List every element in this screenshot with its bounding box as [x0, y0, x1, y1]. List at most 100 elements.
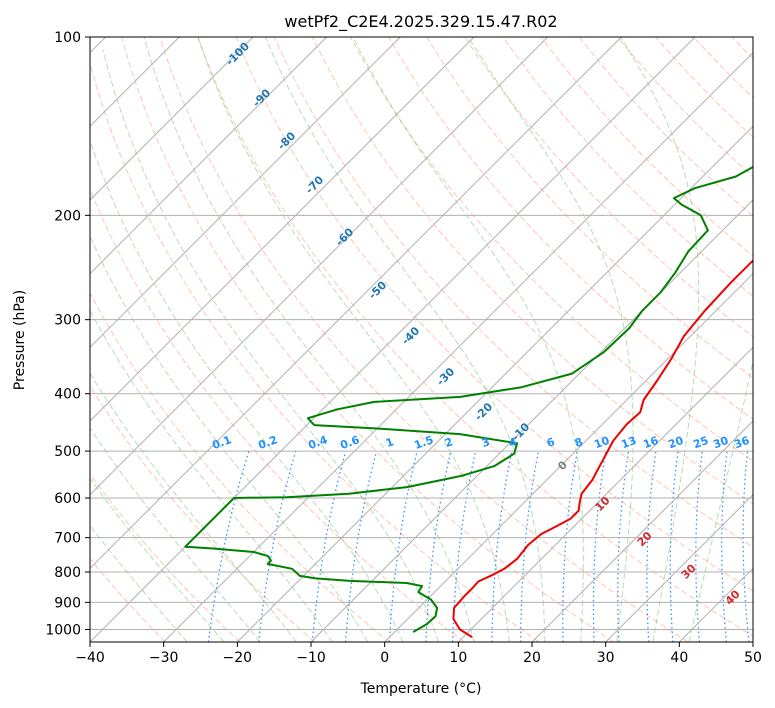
mixing-ratio-line — [721, 451, 728, 642]
isotherm-gridline — [310, 199, 753, 642]
mixing-ratio-label: 16 — [641, 434, 660, 452]
mixing-ratio-label: 1.5 — [412, 433, 435, 452]
dry-adiabat — [311, 37, 753, 505]
y-tick-label: 100 — [54, 30, 81, 46]
x-tick-label: −20 — [223, 650, 253, 666]
isotherm-gridline — [90, 37, 549, 496]
mixing-ratio-label: 0.2 — [256, 433, 279, 452]
dry-adiabat — [464, 37, 753, 338]
mixing-ratio-line — [562, 450, 578, 642]
mixing-ratio-line — [344, 450, 378, 642]
isotherm-gridline — [605, 493, 753, 642]
y-tick-label: 500 — [54, 444, 81, 460]
dry-adiabat — [502, 37, 753, 297]
x-tick-label: −10 — [296, 650, 326, 666]
isotherm-gridline — [163, 51, 753, 642]
y-tick-label: 800 — [54, 565, 81, 581]
mixing-ratio-label: 13 — [619, 434, 638, 451]
x-tick-label: 20 — [523, 650, 541, 666]
mixing-ratio-label: 1 — [384, 435, 396, 450]
y-axis: 100 200 300 400 500 600 700 800 900 1000 — [45, 30, 90, 638]
mixing-ratio-label: 25 — [691, 434, 710, 451]
dry-adiabat — [350, 37, 753, 462]
mixing-ratio-label: 4 — [507, 435, 519, 450]
plot-frame — [89, 36, 754, 643]
grid-lines — [90, 37, 753, 642]
x-axis: −40 −30 −20 −10 0 10 20 30 40 50 — [75, 642, 762, 666]
dewpoint-profile — [184, 165, 753, 633]
mixing-ratio-label: 20 — [666, 434, 685, 452]
x-tick-label: 0 — [380, 650, 389, 666]
y-tick-label: 400 — [54, 387, 81, 403]
x-axis-title: Temperature (°C) — [360, 681, 482, 697]
isotherm-gridline — [90, 37, 254, 201]
moist-adiabat — [90, 138, 404, 642]
y-tick-label: 200 — [54, 208, 81, 224]
dry-adiabat — [90, 188, 465, 642]
isotherm-gridline — [90, 37, 328, 275]
mixing-ratio-label: 36 — [732, 434, 751, 452]
mixing-ratio-line — [425, 450, 452, 642]
temperature-profile — [452, 259, 753, 638]
mixing-ratio-line — [669, 451, 679, 642]
mixing-ratio-label: 2 — [443, 435, 455, 450]
dry-adiabat — [235, 37, 753, 592]
dry-adiabat — [273, 37, 753, 548]
dry-adiabat — [388, 37, 753, 420]
mixing-ratio-line — [646, 451, 657, 642]
isotherm-gridline — [90, 37, 401, 349]
y-tick-label: 1000 — [45, 622, 81, 638]
mixing-ratio-line — [592, 451, 607, 642]
mixing-ratio-label: 10 — [592, 434, 611, 452]
mixing-ratio-line — [207, 450, 250, 642]
dry-adiabat — [159, 37, 689, 642]
dry-adiabat — [90, 473, 241, 642]
mixing-ratio-label: 30 — [711, 434, 730, 452]
x-tick-label: 50 — [744, 650, 762, 666]
isotherm-gridline — [90, 37, 622, 570]
mixing-ratio-line — [520, 450, 540, 642]
moist-adiabat — [90, 524, 188, 642]
x-tick-label: 40 — [670, 650, 688, 666]
y-tick-label: 700 — [54, 531, 81, 547]
moist-adiabat — [197, 37, 510, 642]
moist-adiabat — [90, 477, 225, 642]
x-tick-label: 10 — [449, 650, 467, 666]
mixing-ratio-label: 6 — [545, 435, 557, 450]
y-tick-label: 300 — [54, 313, 81, 329]
moist-adiabat — [265, 37, 546, 642]
moist-adiabat — [90, 427, 261, 642]
mixing-ratio-line — [491, 450, 513, 642]
moist-adiabat — [143, 37, 475, 642]
y-tick-label: 900 — [54, 595, 81, 611]
moist-adiabat — [102, 49, 439, 642]
y-tick-label: 600 — [54, 491, 81, 507]
moist-adiabat — [688, 358, 753, 642]
profiles — [184, 165, 753, 638]
dry-adiabat — [121, 37, 614, 642]
mixing-ratio-label: 3 — [480, 435, 492, 450]
x-tick-label: −40 — [75, 650, 105, 666]
mixing-ratio-line — [742, 451, 750, 642]
isotherm-gridline — [531, 420, 753, 642]
x-tick-label: −30 — [149, 650, 179, 666]
isotherm-gridline — [384, 272, 753, 642]
mixing-ratio-line — [388, 450, 418, 642]
dry-adiabat — [90, 61, 540, 642]
mixing-ratio-line — [617, 451, 630, 642]
chart-title: wetPf2_C2E4.2025.329.15.47.R02 — [284, 12, 557, 32]
moist-adiabat — [619, 37, 700, 642]
mixing-ratio-label: 0.4 — [306, 433, 329, 452]
dry-adiabat — [90, 291, 390, 642]
isotherm-gridline — [457, 346, 753, 642]
y-axis-title: Pressure (hPa) — [12, 290, 28, 390]
moist-adiabat — [90, 235, 369, 642]
mixing-ratio-label: 0.6 — [338, 433, 361, 452]
isotherm-gridline — [236, 125, 753, 642]
isotherm-gridline — [90, 37, 475, 422]
moist-adiabat — [352, 37, 584, 642]
x-tick-label: 30 — [597, 650, 615, 666]
moist-adiabat — [467, 37, 634, 642]
